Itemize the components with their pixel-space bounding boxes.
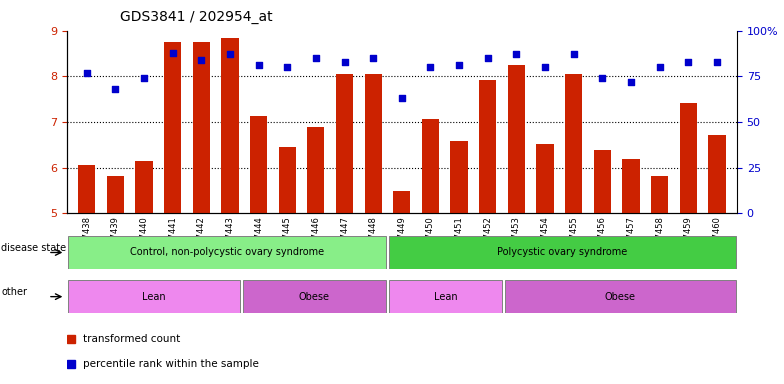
Bar bbox=[536, 144, 554, 213]
Point bbox=[596, 75, 608, 81]
Text: transformed count: transformed count bbox=[83, 334, 180, 344]
Point bbox=[625, 79, 637, 85]
Point bbox=[195, 57, 208, 63]
Bar bbox=[68, 236, 386, 269]
Text: Lean: Lean bbox=[434, 291, 457, 302]
Bar bbox=[68, 280, 240, 313]
Bar bbox=[708, 135, 725, 213]
Bar bbox=[107, 176, 124, 213]
Text: other: other bbox=[2, 287, 27, 297]
Point bbox=[109, 86, 122, 92]
Point bbox=[568, 51, 580, 58]
Point bbox=[81, 70, 93, 76]
Bar bbox=[365, 74, 382, 213]
Bar bbox=[136, 161, 153, 213]
Point bbox=[310, 55, 322, 61]
Bar bbox=[593, 150, 611, 213]
Bar bbox=[565, 74, 583, 213]
Bar bbox=[193, 42, 210, 213]
Point bbox=[166, 50, 179, 56]
Bar bbox=[307, 127, 325, 213]
Bar bbox=[451, 141, 468, 213]
Point bbox=[138, 75, 151, 81]
Point bbox=[481, 55, 494, 61]
Point bbox=[252, 62, 265, 68]
Bar bbox=[221, 38, 238, 213]
Bar bbox=[680, 103, 697, 213]
Bar bbox=[479, 79, 496, 213]
Point bbox=[510, 51, 523, 58]
Text: Obese: Obese bbox=[605, 291, 636, 302]
Bar bbox=[250, 116, 267, 213]
Text: disease state: disease state bbox=[2, 243, 67, 253]
Bar bbox=[394, 191, 410, 213]
Text: Polycystic ovary syndrome: Polycystic ovary syndrome bbox=[497, 247, 627, 258]
Text: Control, non-polycystic ovary syndrome: Control, non-polycystic ovary syndrome bbox=[130, 247, 324, 258]
Bar bbox=[78, 165, 96, 213]
Bar bbox=[508, 65, 525, 213]
Point bbox=[653, 64, 666, 70]
Bar bbox=[389, 236, 735, 269]
Point bbox=[223, 51, 236, 58]
Bar bbox=[422, 119, 439, 213]
Text: Lean: Lean bbox=[142, 291, 166, 302]
Point bbox=[281, 64, 293, 70]
Point bbox=[682, 59, 695, 65]
Point bbox=[367, 55, 379, 61]
Bar bbox=[164, 42, 181, 213]
Bar bbox=[278, 147, 296, 213]
Point bbox=[395, 95, 408, 101]
Bar bbox=[622, 159, 640, 213]
Bar bbox=[651, 176, 668, 213]
Point bbox=[424, 64, 437, 70]
Point bbox=[539, 64, 551, 70]
Bar bbox=[243, 280, 386, 313]
Bar bbox=[505, 280, 735, 313]
Text: GDS3841 / 202954_at: GDS3841 / 202954_at bbox=[120, 10, 272, 23]
Point bbox=[338, 59, 350, 65]
Text: percentile rank within the sample: percentile rank within the sample bbox=[83, 359, 259, 369]
Text: Obese: Obese bbox=[299, 291, 330, 302]
Bar bbox=[336, 74, 353, 213]
Bar bbox=[389, 280, 503, 313]
Point bbox=[453, 62, 466, 68]
Point bbox=[710, 59, 723, 65]
